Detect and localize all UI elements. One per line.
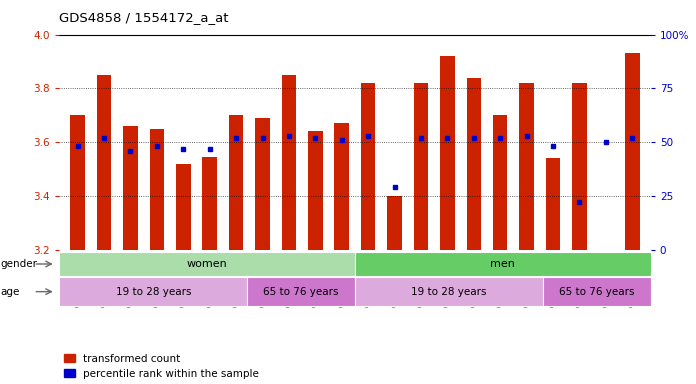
Bar (97, 75, 111, 250)
Text: GDS4858 / 1554172_a_at: GDS4858 / 1554172_a_at (59, 12, 229, 25)
Text: 19 to 28 years: 19 to 28 years (411, 286, 487, 297)
Bar (176, 164, 191, 250)
Text: 65 to 76 years: 65 to 76 years (263, 286, 339, 297)
Bar (387, 196, 402, 250)
Bar (440, 56, 454, 250)
Bar (625, 53, 640, 250)
Bar (70, 115, 85, 250)
Bar (229, 115, 244, 250)
Bar (255, 118, 270, 250)
Bar (493, 115, 507, 250)
Bar (335, 123, 349, 250)
Text: age: age (1, 286, 20, 297)
Bar (466, 78, 481, 250)
Bar (203, 157, 217, 250)
Text: men: men (491, 259, 515, 269)
Bar (123, 126, 138, 250)
Bar (308, 131, 323, 250)
Legend: transformed count, percentile rank within the sample: transformed count, percentile rank withi… (64, 354, 259, 379)
Bar (413, 83, 428, 250)
Text: 65 to 76 years: 65 to 76 years (559, 286, 635, 297)
Text: women: women (187, 259, 228, 269)
Bar (572, 83, 587, 250)
Text: 19 to 28 years: 19 to 28 years (116, 286, 191, 297)
Bar (361, 83, 375, 250)
Bar (546, 158, 560, 250)
Bar (150, 129, 164, 250)
Bar (519, 83, 534, 250)
Bar (282, 75, 296, 250)
Text: gender: gender (1, 259, 38, 269)
